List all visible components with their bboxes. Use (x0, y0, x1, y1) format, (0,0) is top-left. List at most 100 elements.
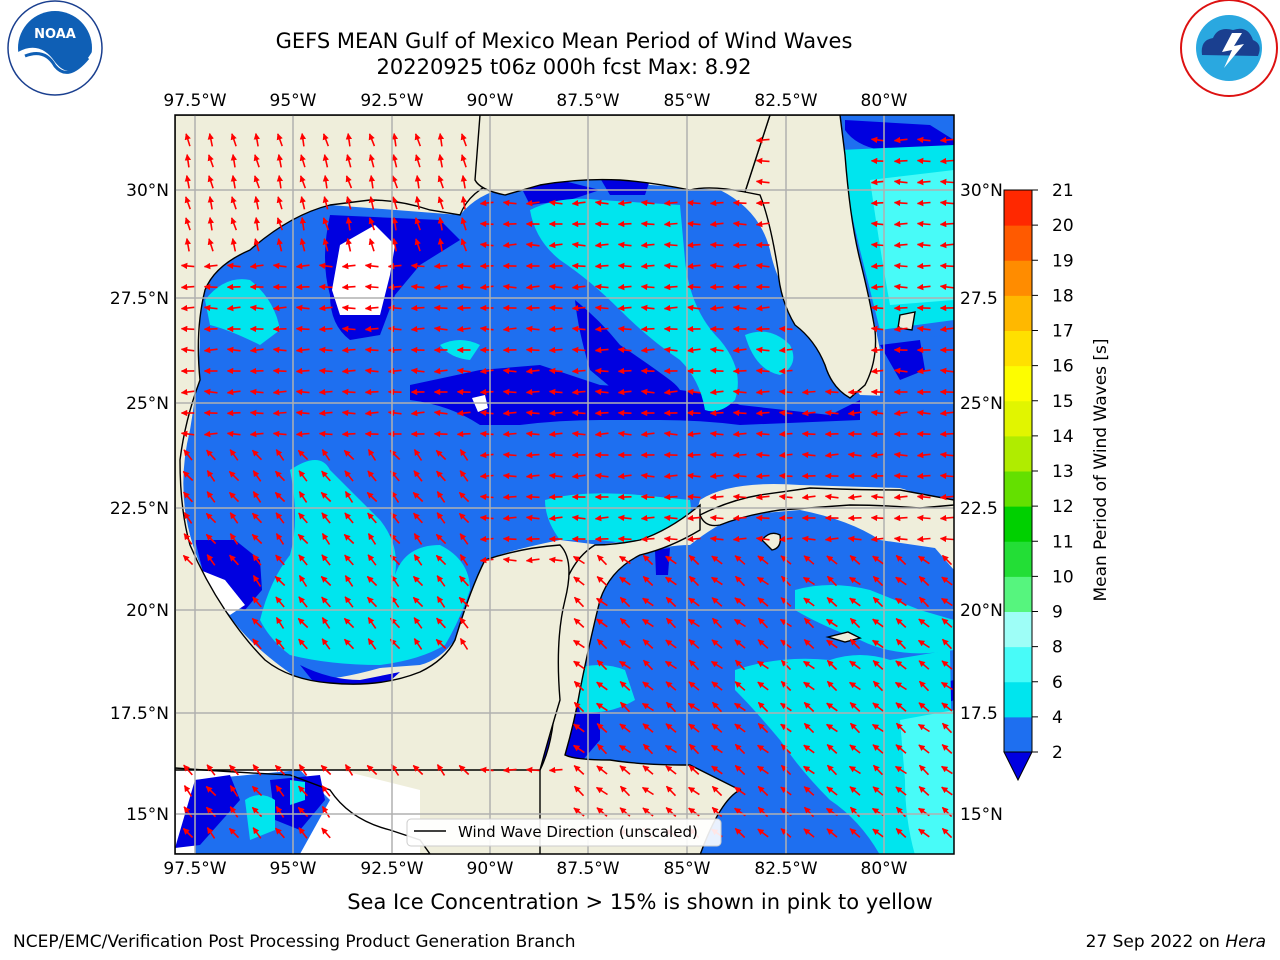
y-tick-label-right: 22.5 (960, 499, 998, 519)
wind-arrow (619, 617, 631, 629)
wind-arrow (459, 449, 469, 461)
wind-arrow (941, 597, 953, 607)
colorbar-tick-label: 14 (1052, 427, 1074, 447)
wind-arrow (252, 470, 262, 482)
wind-arrow (755, 136, 770, 144)
wind-arrow (732, 346, 747, 354)
wind-arrow (435, 449, 447, 461)
wind-arrow (344, 575, 354, 587)
wind-arrow (460, 174, 468, 189)
wind-arrow (619, 807, 631, 817)
wind-arrow (757, 617, 769, 629)
wind-arrow (436, 470, 446, 482)
wind-arrow (596, 807, 608, 817)
wind-arrow (872, 744, 884, 754)
wind-arrow (391, 154, 398, 168)
wind-arrow (275, 554, 285, 566)
wind-arrow (251, 785, 263, 797)
wind-arrow (594, 514, 609, 522)
wind-arrow (322, 133, 330, 147)
wind-arrow (318, 325, 333, 333)
wind-arrow (387, 346, 402, 354)
wind-arrow (893, 304, 908, 312)
wind-arrow (664, 744, 677, 754)
wind-arrow (321, 596, 331, 608)
wind-arrow (344, 490, 354, 503)
wind-arrow (321, 449, 331, 461)
wind-arrow (367, 470, 377, 482)
wind-arrow (594, 241, 609, 249)
wind-arrow (688, 575, 700, 587)
wind-arrow (596, 765, 608, 775)
wind-arrow (391, 237, 399, 252)
wind-arrow (502, 325, 517, 333)
wind-arrow (916, 409, 931, 417)
wind-arrow (642, 554, 654, 566)
wind-arrow (803, 639, 815, 649)
wind-arrow (617, 220, 632, 228)
wind-arrow (709, 199, 724, 207)
wind-arrow (272, 262, 287, 270)
wind-arrow (688, 786, 700, 796)
wind-arrow (437, 153, 445, 168)
wind-arrow (895, 828, 907, 838)
wind-arrow (322, 217, 330, 231)
wind-arrow (318, 283, 333, 291)
wind-arrow (893, 199, 908, 207)
wind-arrow (206, 470, 216, 482)
wind-arrow (619, 785, 631, 797)
wind-arrow (709, 472, 724, 480)
gridlines (175, 115, 954, 854)
colorbar-tick-label: 20 (1052, 216, 1074, 236)
wind-arrow (872, 828, 884, 838)
wind-arrow (663, 346, 678, 354)
wind-arrow (272, 346, 287, 354)
wind-arrow (849, 576, 861, 586)
wind-arrow (414, 133, 422, 147)
wind-arrow (318, 430, 333, 438)
wind-arrow (341, 367, 356, 375)
wind-arrow (663, 241, 678, 249)
colorbar-tick-label: 10 (1052, 567, 1074, 587)
wind-arrow (665, 596, 677, 608)
wind-arrow (755, 388, 770, 396)
legend-label: Wind Wave Direction (unscaled) (458, 823, 698, 841)
wind-arrow (321, 512, 331, 524)
wind-arrow (341, 325, 356, 333)
wind-arrow (688, 765, 700, 775)
wind-arrow (801, 388, 816, 396)
wind-arrow (755, 472, 770, 480)
wind-arrow (665, 701, 677, 713)
wind-arrow (916, 241, 931, 249)
wind-arrow (456, 409, 471, 417)
wind-arrow (252, 596, 262, 608)
wind-arrow (368, 238, 375, 252)
wind-arrow (275, 533, 285, 545)
wind-arrow (686, 283, 701, 291)
wind-arrow (207, 132, 214, 147)
wind-arrow (870, 514, 885, 522)
wind-arrow (711, 617, 723, 629)
wind-arrow (414, 238, 421, 252)
wind-arrow (183, 512, 193, 524)
wind-arrow (180, 388, 195, 396)
wind-arrow (572, 555, 585, 565)
wind-arrow (387, 262, 402, 270)
wind-arrow (413, 512, 423, 524)
wind-arrow (502, 493, 517, 501)
wind-arrow (688, 723, 700, 733)
wind-arrow (249, 346, 264, 354)
wind-arrow (709, 409, 724, 417)
wind-arrow (893, 241, 908, 249)
wind-arrow (410, 304, 425, 312)
wind-arrow (870, 535, 885, 543)
wind-arrow (686, 199, 701, 207)
wind-arrow (571, 472, 586, 480)
wind-arrow (849, 702, 861, 712)
wind-arrow (203, 430, 218, 438)
wind-arrow (939, 367, 954, 375)
wind-arrow (640, 346, 655, 354)
wind-arrow (367, 512, 377, 524)
wind-arrow (941, 786, 953, 796)
wind-arrow (847, 409, 862, 417)
